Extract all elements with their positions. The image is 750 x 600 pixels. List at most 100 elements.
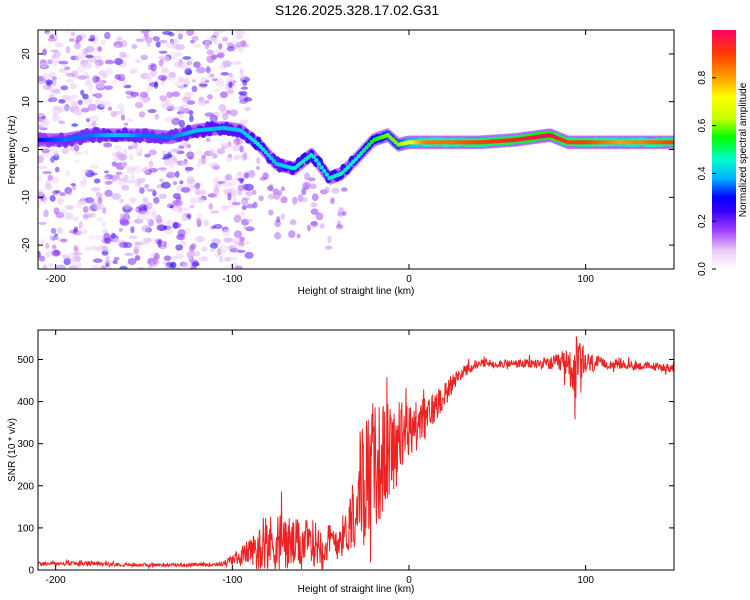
spectrogram-noise-blob — [324, 186, 330, 194]
spectrogram-noise-blob — [237, 189, 243, 196]
spectrogram-noise-blob — [171, 117, 181, 126]
spectrogram-noise-blob — [130, 173, 136, 182]
spectrogram-noise-blob — [55, 264, 66, 269]
spectrogram-noise-blob — [88, 235, 95, 240]
spectrogram-noise-blob — [111, 79, 118, 84]
spectrogram-noise-blob — [64, 71, 70, 76]
spectrogram-noise-blob — [193, 43, 201, 49]
spectrogram-noise-blob — [172, 221, 179, 229]
spectrogram-noise-blob — [237, 177, 245, 182]
spectrogram-noise-blob — [101, 265, 106, 269]
spectrogram-noise-blob — [124, 252, 134, 256]
spectrogram-noise-blob — [191, 79, 196, 83]
spectrogram-noise-blob — [54, 42, 64, 48]
spectrogram-noise-blob — [55, 211, 65, 219]
spectrogram-noise-blob — [176, 52, 183, 56]
spectrogram-ridge-core — [271, 158, 277, 164]
spectrogram-noise-blob — [181, 216, 189, 222]
spectrogram-noise-blob — [160, 81, 166, 86]
spectrogram-noise-blob — [92, 93, 97, 97]
spectrogram-noise-blob — [206, 36, 216, 41]
spectrogram-noise-blob — [235, 265, 243, 269]
spectrogram-noise-blob — [258, 195, 264, 202]
spectrogram-noise-blob — [58, 120, 65, 125]
spectrogram-noise-blob — [82, 205, 91, 212]
spectrogram-noise-blob — [229, 109, 238, 117]
spectrogram-noise-blob — [214, 183, 222, 188]
spectrogram-noise-blob — [130, 199, 136, 204]
spectrogram-ridge-core — [322, 168, 327, 174]
spectrogram-noise-blob — [142, 197, 149, 203]
spectrogram-noise-blob — [38, 165, 48, 170]
spectrogram-noise-blob — [213, 223, 223, 230]
spectrogram-noise-blob — [209, 242, 218, 249]
spectrogram-noise-blob — [121, 184, 130, 191]
spectrogram-noise-blob — [310, 202, 318, 208]
spectrogram-noise-blob — [288, 230, 296, 238]
spectrogram-noise-blob — [123, 241, 133, 249]
spectrogram-ridge-core — [353, 156, 359, 162]
spectrogram-noise-blob — [207, 94, 213, 100]
spectrogram-noise-blob — [71, 123, 79, 127]
spectrogram-noise-blob — [73, 151, 83, 155]
spectrogram-noise-blob — [107, 106, 113, 111]
spectrogram-noise-blob — [113, 145, 122, 151]
spectrogram-noise-blob — [178, 112, 185, 118]
spectrogram-noise-blob — [224, 145, 235, 150]
spectrogram-noise-blob — [222, 113, 229, 121]
spectrogram-noise-blob — [138, 204, 148, 212]
spectrogram-noise-blob — [85, 54, 94, 59]
spectrogram-noise-blob — [135, 38, 145, 43]
spectrogram-noise-blob — [104, 31, 111, 40]
spectrogram-noise-blob — [196, 217, 202, 225]
spectrogram-noise-blob — [162, 30, 173, 35]
spectrogram-noise-blob — [92, 75, 100, 84]
spectrogram-noise-blob — [246, 203, 255, 209]
spectrogram-noise-blob — [232, 154, 242, 161]
spectrogram-noise-blob — [172, 199, 182, 206]
spectrogram-noise-blob — [306, 224, 312, 232]
spectrogram-noise-blob — [171, 206, 178, 212]
spectrogram-noise-blob — [123, 202, 131, 210]
spectrogram-noise-blob — [134, 165, 143, 174]
spectrogram-noise-blob — [222, 187, 228, 194]
spectrogram-noise-blob — [227, 192, 232, 201]
spectrogram-noise-blob — [83, 98, 93, 105]
spectrogram-noise-blob — [56, 115, 61, 122]
spectrogram-noise-blob — [89, 115, 99, 122]
spectrogram-noise-blob — [273, 192, 281, 201]
snr-y-tick-label: 100 — [17, 523, 34, 534]
spectrogram-noise-blob — [43, 209, 49, 218]
spectrogram-noise-blob — [170, 148, 181, 153]
spectrogram-noise-blob — [152, 190, 157, 197]
spectrogram-noise-blob — [100, 221, 107, 227]
spectrogram-noise-blob — [134, 255, 141, 261]
spectrogram-noise-blob — [203, 219, 209, 227]
spectrogram-noise-blob — [71, 70, 79, 79]
spectrogram-noise-blob — [130, 226, 135, 234]
spectrogram-noise-blob — [210, 247, 215, 252]
spectrogram-noise-blob — [70, 183, 76, 187]
spectrogram-noise-blob — [89, 212, 96, 219]
spectrogram-noise-blob — [116, 36, 123, 41]
spectrogram-noise-blob — [47, 59, 53, 65]
spectrogram-noise-blob — [60, 105, 70, 113]
spectrogram-noise-blob — [208, 203, 214, 210]
spectrogram-noise-blob — [56, 227, 63, 234]
spectrogram-noise-blob — [280, 213, 285, 220]
spectrogram-noise-blob — [47, 174, 54, 181]
spectrogram-noise-blob — [76, 202, 83, 208]
spectrogram-ridge-core — [316, 161, 322, 167]
spectrogram-noise-blob — [120, 114, 126, 121]
spectrogram-noise-blob — [195, 235, 205, 243]
snr-y-tick-label: 400 — [17, 397, 34, 408]
spectrogram-noise-blob — [222, 181, 233, 188]
spectrogram-noise-blob — [103, 142, 113, 148]
spectrogram-noise-blob — [214, 253, 220, 258]
spectrogram-plot-area — [38, 30, 674, 269]
spectrogram-noise-blob — [50, 227, 57, 234]
spectrogram-noise-blob — [319, 223, 325, 229]
spectrogram-noise-blob — [166, 171, 176, 179]
spectrogram-noise-blob — [119, 216, 126, 225]
spectrogram-noise-blob — [238, 46, 244, 53]
